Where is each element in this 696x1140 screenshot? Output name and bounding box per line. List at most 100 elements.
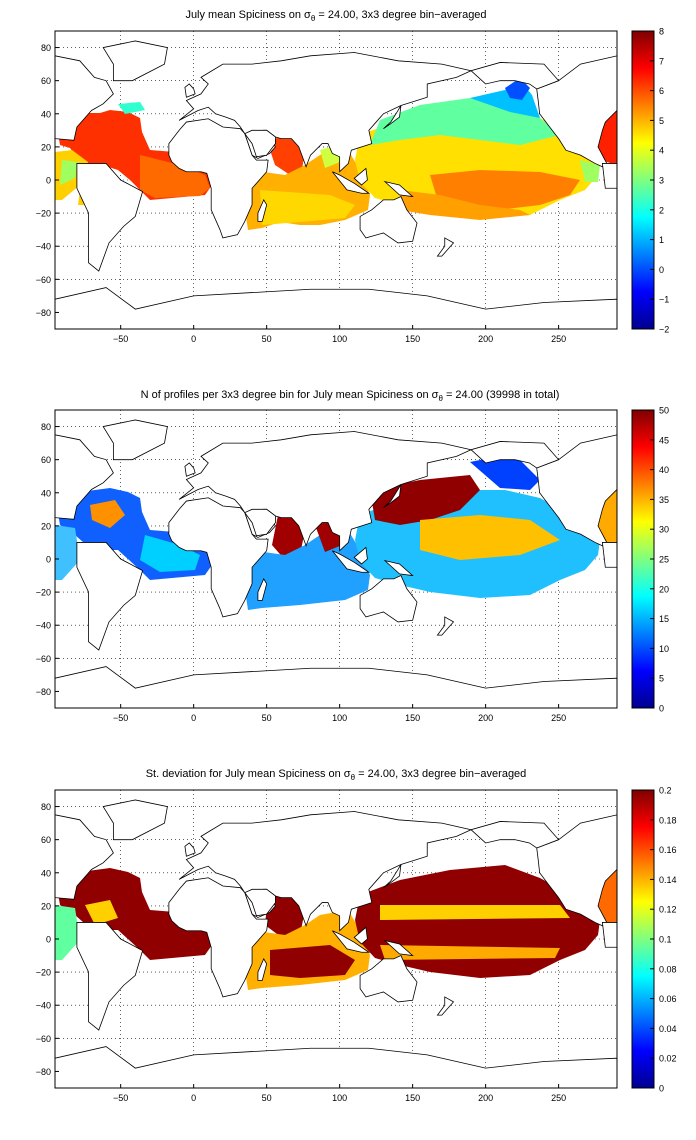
panel-title: July mean Spiciness on σθ = 24.00, 3x3 d… — [185, 9, 486, 23]
coastline — [102, 419, 168, 461]
y-axis-ticks: 80 60 40 20 0 −20 −40 −60 −80 — [36, 422, 59, 697]
colorbar-tick-label: 0.2 — [659, 786, 672, 796]
coastline — [383, 939, 414, 957]
panel-profile-count: N of profiles per 3x3 degree bin for Jul… — [36, 389, 669, 723]
y-tick-label: 60 — [41, 76, 51, 86]
y-tick-label: −20 — [36, 588, 51, 598]
colorbar-tick-label: 25 — [659, 555, 669, 565]
colorbar-tick-label: 2 — [659, 205, 664, 215]
colorbar-tick-label: 20 — [659, 584, 669, 594]
panel-mean-spiciness: July mean Spiciness on σθ = 24.00, 3x3 d… — [36, 9, 670, 344]
data-bins — [55, 78, 617, 230]
data-region-pacific-band-2 — [380, 945, 560, 960]
y-tick-label: −20 — [36, 968, 51, 978]
colorbar-tick-label: 3 — [659, 176, 664, 186]
x-tick-label: −50 — [113, 334, 128, 344]
colorbar-tick-label: 0 — [659, 704, 664, 714]
y-tick-label: 80 — [41, 43, 51, 53]
panel-std-deviation: St. deviation for July mean Spiciness on… — [36, 768, 677, 1103]
y-tick-label: 20 — [41, 142, 51, 152]
y-tick-label: 40 — [41, 109, 51, 119]
coastline — [76, 163, 144, 272]
x-tick-label: 50 — [262, 713, 272, 723]
x-tick-label: 100 — [332, 1093, 347, 1103]
coastline — [436, 237, 455, 257]
data-region-indian-ocean-south — [260, 190, 355, 225]
y-tick-label: 60 — [41, 835, 51, 845]
colorbar-ticks: 0.2 0.18 0.16 0.14 0.12 0.1 0.08 0.06 0.04 0.02 0 — [650, 786, 677, 1094]
coastline — [55, 434, 114, 520]
colorbar-tick-label: 30 — [659, 525, 669, 535]
coastline — [436, 616, 455, 636]
y-tick-label: 0 — [46, 935, 51, 945]
coastline — [353, 546, 368, 565]
x-tick-label: 250 — [551, 334, 566, 344]
data-region-atlantic-trade — [140, 535, 200, 572]
x-tick-label: −50 — [113, 713, 128, 723]
x-tick-label: 0 — [191, 1093, 196, 1103]
coastline — [76, 542, 144, 651]
x-tick-label: 200 — [478, 713, 493, 723]
coastline — [470, 62, 560, 90]
coastline — [55, 287, 617, 329]
coastline — [55, 666, 617, 708]
x-axis-ticks: −50 0 50 100 150 200 250 — [113, 1084, 566, 1103]
y-axis-ticks: 80 60 40 20 0 −20 −40 −60 −80 — [36, 802, 59, 1077]
y-tick-label: −60 — [36, 654, 51, 664]
colorbar-tick-label: 0.06 — [659, 994, 677, 1004]
colorbar-tick-label: 6 — [659, 86, 664, 96]
coastline — [76, 922, 144, 1031]
data-region-atlantic-trade — [140, 155, 210, 198]
colorbar-tick-label: 0 — [659, 1084, 664, 1094]
y-tick-label: 80 — [41, 422, 51, 432]
y-tick-label: −40 — [36, 1001, 51, 1011]
data-region-pacific-east-warm — [430, 170, 580, 212]
data-region-pacific-north-blue — [470, 455, 540, 490]
colorbar: 0.2 0.18 0.16 0.14 0.12 0.1 0.08 0.06 0.04 0.02 0 — [631, 786, 677, 1094]
coastline — [601, 163, 617, 189]
data-region-indian-ocean — [245, 530, 370, 610]
coastlines — [55, 799, 617, 1088]
y-tick-label: 20 — [41, 521, 51, 531]
panel-title: N of profiles per 3x3 degree bin for Jul… — [141, 389, 560, 403]
data-bins — [55, 865, 617, 990]
colorbar-tick-label: 50 — [659, 406, 669, 416]
x-tick-label: 0 — [191, 713, 196, 723]
colorbar: 8 7 6 5 4 3 2 1 0 −1 −2 — [631, 27, 669, 335]
coastline — [257, 198, 268, 222]
coastline — [332, 550, 371, 573]
x-tick-label: 100 — [332, 334, 347, 344]
coastline — [601, 542, 617, 568]
coastline — [332, 930, 371, 953]
y-tick-label: 20 — [41, 901, 51, 911]
y-tick-label: 80 — [41, 802, 51, 812]
data-region-gulf — [55, 905, 80, 960]
colorbar-tick-label: 0.16 — [659, 845, 677, 855]
data-region-mediterranean — [118, 102, 145, 114]
colorbar-tick-label: 0.14 — [659, 875, 677, 885]
x-tick-label: 250 — [551, 713, 566, 723]
y-tick-label: −40 — [36, 242, 51, 252]
coastline — [383, 864, 402, 889]
data-region-northwest-pacific — [370, 475, 480, 525]
coastline — [55, 814, 114, 900]
y-tick-label: −60 — [36, 275, 51, 285]
coastline — [168, 877, 269, 998]
y-tick-label: 40 — [41, 488, 51, 498]
data-region-indian-south — [270, 945, 355, 978]
x-tick-label: 0 — [191, 334, 196, 344]
colorbar-tick-label: 8 — [659, 27, 664, 37]
colorbar-tick-label: 40 — [659, 465, 669, 475]
y-tick-label: 60 — [41, 455, 51, 465]
coastline — [168, 118, 269, 239]
coastline — [383, 484, 402, 509]
x-tick-label: 150 — [405, 1093, 420, 1103]
colorbar-tick-label: 0 — [659, 265, 664, 275]
coastline — [436, 996, 455, 1016]
coastline — [184, 842, 196, 857]
coastline — [257, 577, 268, 601]
coastline — [257, 957, 268, 981]
y-axis-ticks: 80 60 40 20 0 −20 −40 −60 −80 — [36, 43, 59, 318]
